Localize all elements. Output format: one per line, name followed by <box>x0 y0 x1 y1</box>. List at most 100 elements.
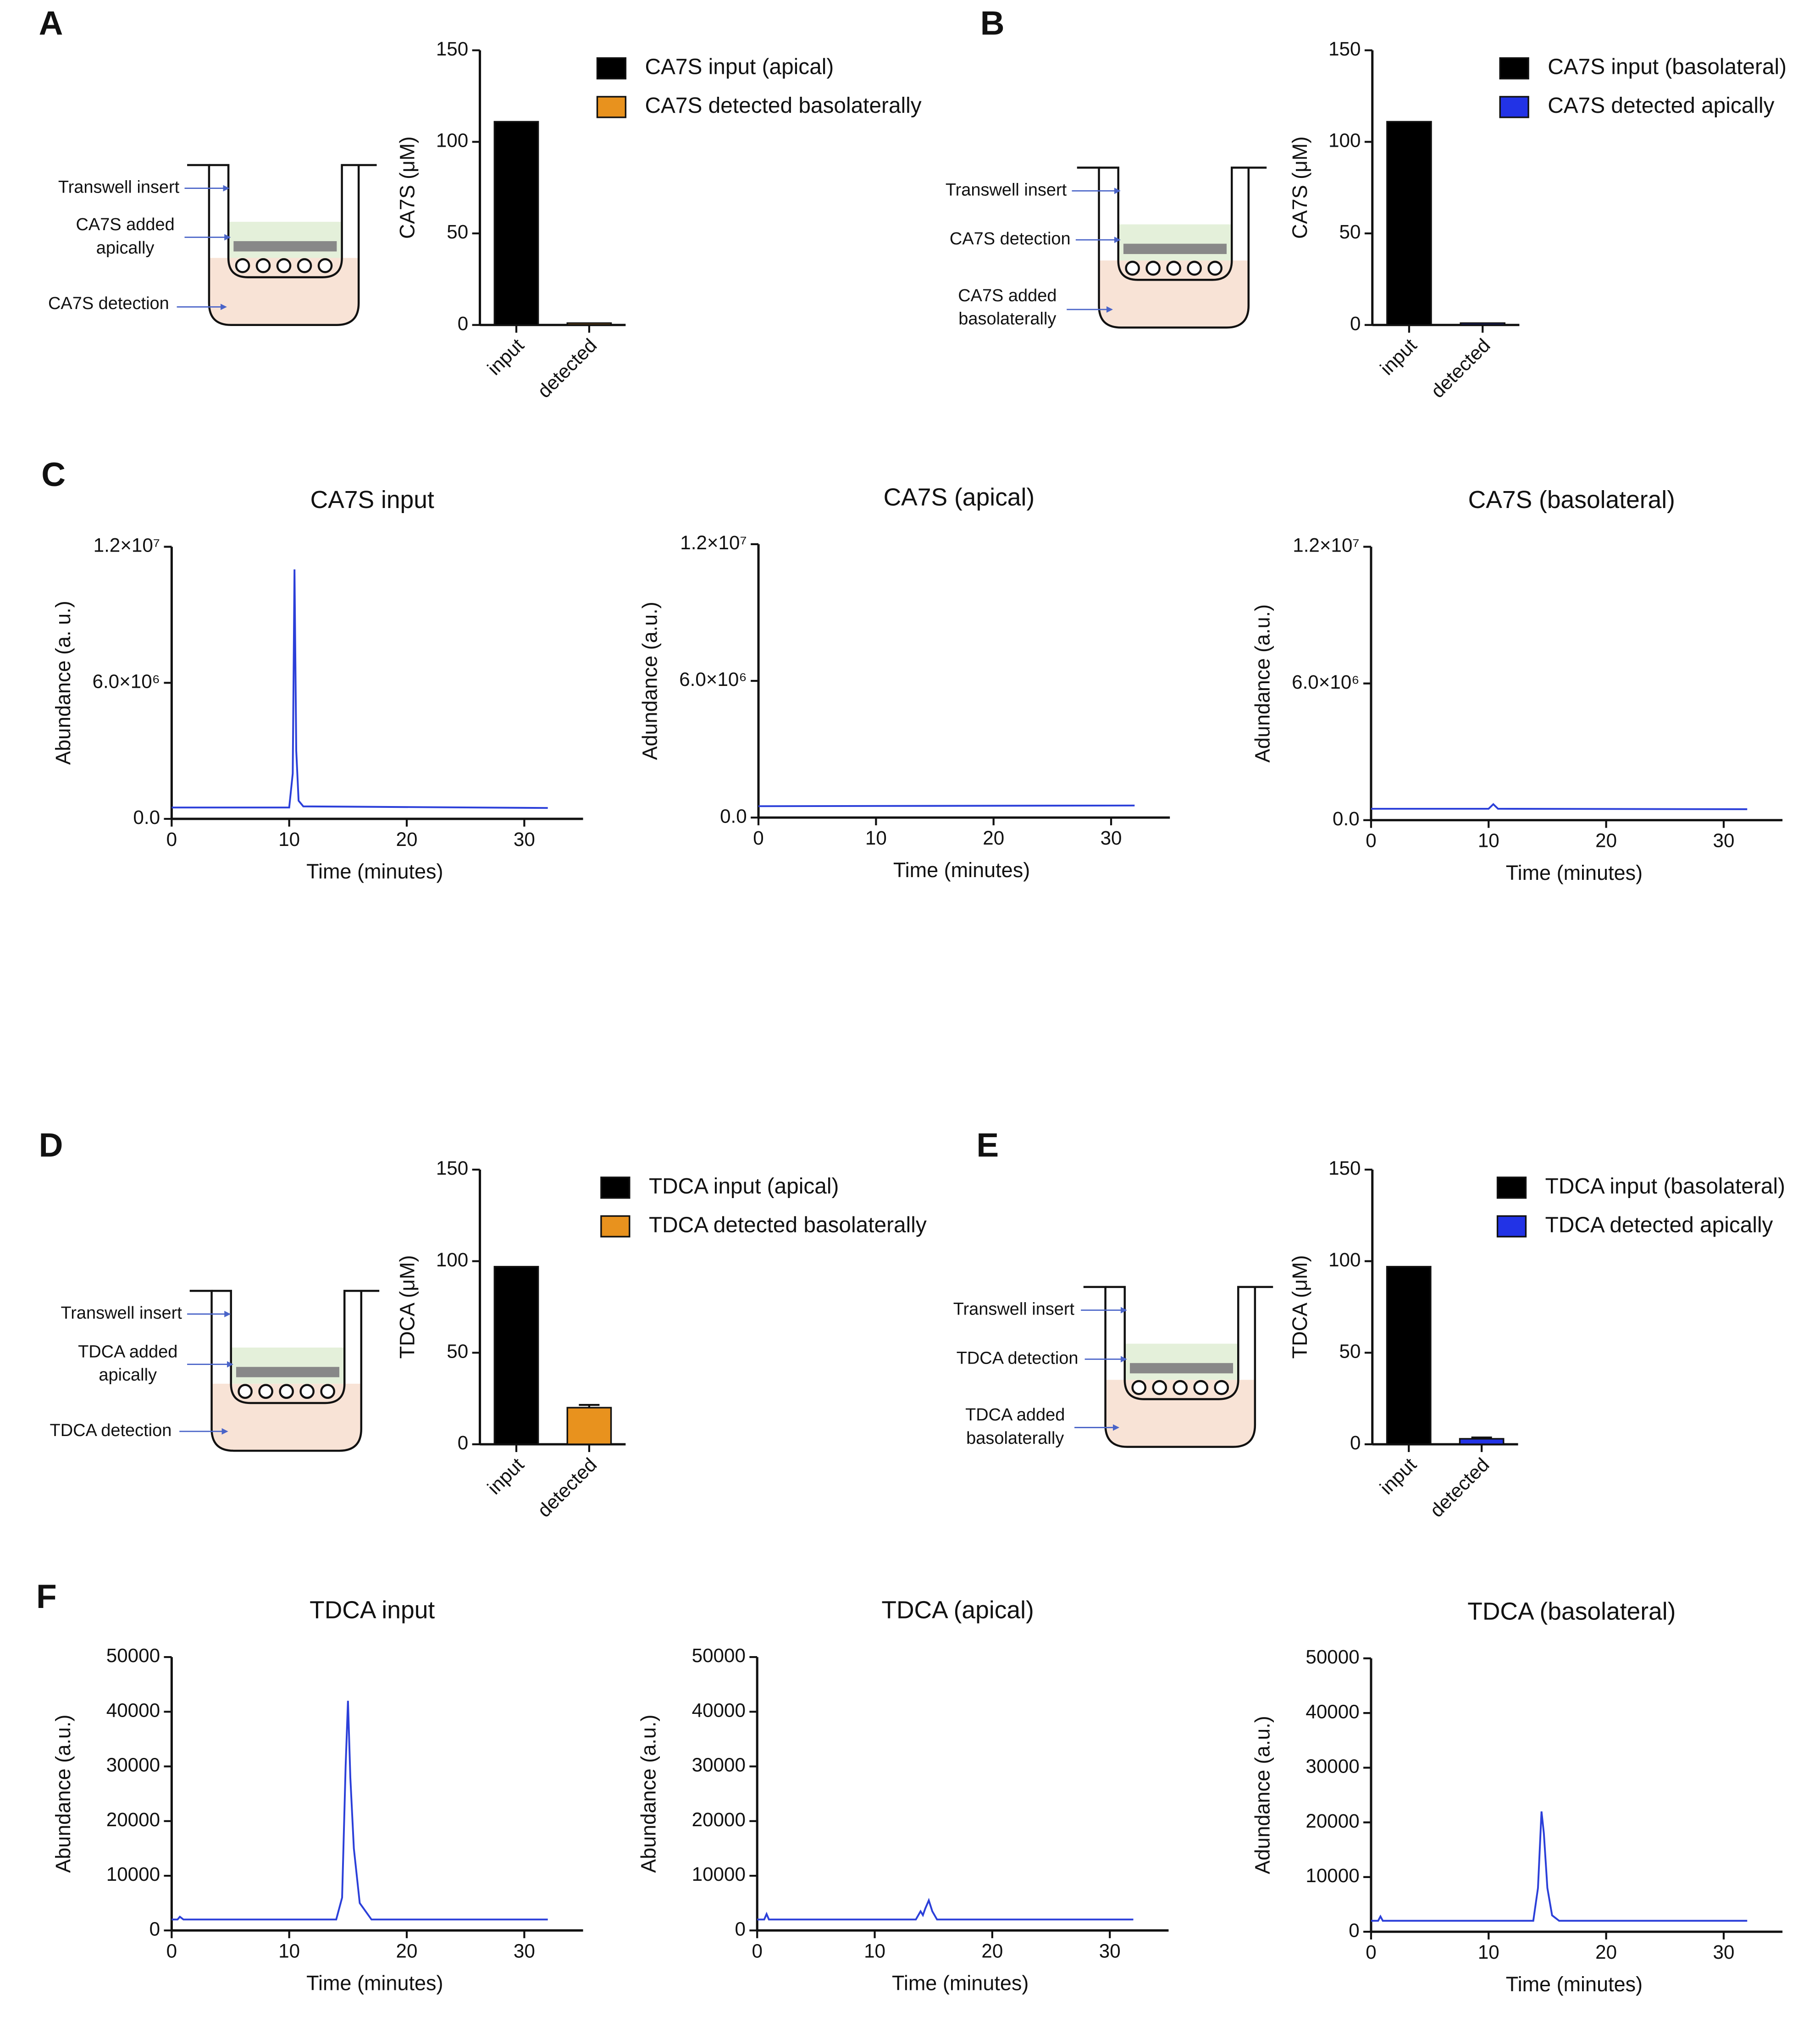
bar <box>493 1265 539 1445</box>
y-tick-label: 0 <box>1349 1919 1359 1941</box>
y-axis-label: CA7S (μM) <box>1288 136 1311 238</box>
panel-label: B <box>980 5 1005 42</box>
panel-label: A <box>39 5 63 42</box>
bar <box>1386 1265 1432 1445</box>
y-tick-label: 150 <box>436 38 468 60</box>
x-axis-label: Time (minutes) <box>1506 861 1643 884</box>
y-tick-label: 6.0×10⁶ <box>93 670 160 692</box>
diagram-label: CA7S added <box>958 286 1057 305</box>
x-tick-label: 0 <box>1366 1941 1376 1963</box>
x-tick-label: 30 <box>1713 830 1735 851</box>
x-tick-label: 30 <box>1713 1941 1735 1963</box>
x-tick-label: 0 <box>166 1940 177 1961</box>
y-tick-label: 30000 <box>1306 1756 1359 1777</box>
panel-label: D <box>39 1127 63 1164</box>
x-tick-label: 20 <box>396 829 418 850</box>
y-tick-label: 50 <box>1339 221 1361 243</box>
y-tick-label: 30000 <box>106 1754 160 1776</box>
x-tick-label: 20 <box>981 1940 1003 1961</box>
y-tick-label: 20000 <box>692 1809 746 1830</box>
y-tick-label: 10000 <box>106 1863 160 1885</box>
diagram-label: TDCA added <box>78 1342 177 1361</box>
y-tick-label: 0 <box>1350 313 1361 334</box>
x-tick-label: 30 <box>1099 1940 1121 1961</box>
y-tick-label: 50 <box>1339 1340 1361 1362</box>
chromatogram-line <box>1371 803 1748 810</box>
legend-label: CA7S input (basolateral) <box>1548 55 1787 79</box>
bar <box>1460 322 1506 326</box>
legend-swatch <box>1499 96 1529 118</box>
x-tick-label: 30 <box>514 829 535 850</box>
y-tick-label: 150 <box>1328 38 1361 60</box>
diagram-label: Transwell insert <box>58 178 180 197</box>
bar <box>566 322 612 326</box>
y-tick-label: 50000 <box>1306 1646 1359 1668</box>
x-tick-label: 10 <box>278 1940 300 1961</box>
transwell-diagram <box>187 165 376 325</box>
x-tick-label: 0 <box>753 827 763 849</box>
x-tick-label: 20 <box>1595 1941 1617 1963</box>
x-tick-label: 20 <box>1595 830 1617 851</box>
x-tick-label: 10 <box>278 829 300 850</box>
y-tick-label: 1.2×10⁷ <box>1293 535 1359 556</box>
y-tick-label: 1.2×10⁷ <box>94 535 160 556</box>
legend-swatch <box>1496 1177 1527 1199</box>
diagram-label: TDCA detection <box>957 1348 1079 1368</box>
x-axis-label: Time (minutes) <box>893 858 1030 882</box>
legend-label: CA7S detected apically <box>1548 94 1774 118</box>
y-tick-label: 0.0 <box>133 807 160 828</box>
y-tick-label: 10000 <box>692 1863 746 1885</box>
diagram-label: basolaterally <box>966 1429 1064 1448</box>
y-tick-label: 0 <box>735 1918 745 1939</box>
legend-label: TDCA detected apically <box>1545 1213 1773 1237</box>
y-tick-label: 0 <box>1350 1432 1361 1453</box>
diagram-label: apically <box>96 238 155 258</box>
legend-swatch <box>600 1215 631 1238</box>
x-tick-label: 0 <box>1366 830 1376 851</box>
bar <box>493 121 539 326</box>
legend-label: TDCA input (apical) <box>649 1174 839 1199</box>
x-tick-label: 10 <box>1478 830 1499 851</box>
x-tick-label: 0 <box>166 829 177 850</box>
y-axis-label: Adundance (a.u.) <box>1250 604 1274 762</box>
x-tick-label: 10 <box>864 1940 885 1961</box>
transwell-diagram <box>1077 168 1267 328</box>
x-tick-label: 30 <box>514 1940 535 1961</box>
y-axis-label: Abundance (a.u.) <box>51 1715 75 1873</box>
panel-label: C <box>41 456 66 493</box>
chromatogram-line <box>757 1898 1134 1921</box>
chromatogram-line <box>1371 1811 1748 1922</box>
diagram-label: CA7S detection <box>48 294 169 313</box>
y-tick-label: 0 <box>458 313 468 334</box>
legend-label: CA7S input (apical) <box>645 55 834 79</box>
y-tick-label: 100 <box>1328 130 1361 151</box>
x-tick-label: detected <box>533 1453 601 1521</box>
diagram-label: Transwell insert <box>953 1300 1075 1319</box>
x-tick-label: 20 <box>396 1940 418 1961</box>
x-axis-label: Time (minutes) <box>892 1971 1029 1994</box>
x-tick-label: detected <box>1427 334 1494 402</box>
y-axis-label: Abundance (a.u.) <box>637 1715 660 1873</box>
panel-label: F <box>36 1578 57 1615</box>
y-axis-label: Adundance (a.u.) <box>638 602 661 760</box>
chart-title: TDCA (apical) <box>881 1597 1034 1624</box>
x-tick-label: 10 <box>865 827 887 849</box>
transwell-diagram <box>1084 1287 1273 1447</box>
y-tick-label: 0 <box>458 1432 468 1453</box>
x-tick-label: input <box>1376 1453 1421 1498</box>
error-bar <box>1471 1436 1492 1439</box>
y-tick-label: 40000 <box>106 1699 160 1721</box>
chart-title: CA7S input <box>310 486 434 514</box>
panel-label: E <box>976 1127 999 1164</box>
diagram-label: TDCA detection <box>50 1421 172 1440</box>
diagram-label: CA7S added <box>76 215 174 234</box>
chromatogram-line <box>171 569 548 809</box>
y-tick-label: 1.2×10⁷ <box>680 532 747 553</box>
y-tick-label: 0 <box>149 1918 160 1939</box>
y-axis-label: Adundance (a.u.) <box>1250 1716 1274 1874</box>
legend-swatch <box>600 1177 631 1199</box>
y-tick-label: 40000 <box>1306 1701 1359 1722</box>
x-tick-label: 20 <box>983 827 1004 849</box>
chromatogram-line <box>171 1701 548 1921</box>
y-tick-label: 6.0×10⁶ <box>679 668 747 690</box>
